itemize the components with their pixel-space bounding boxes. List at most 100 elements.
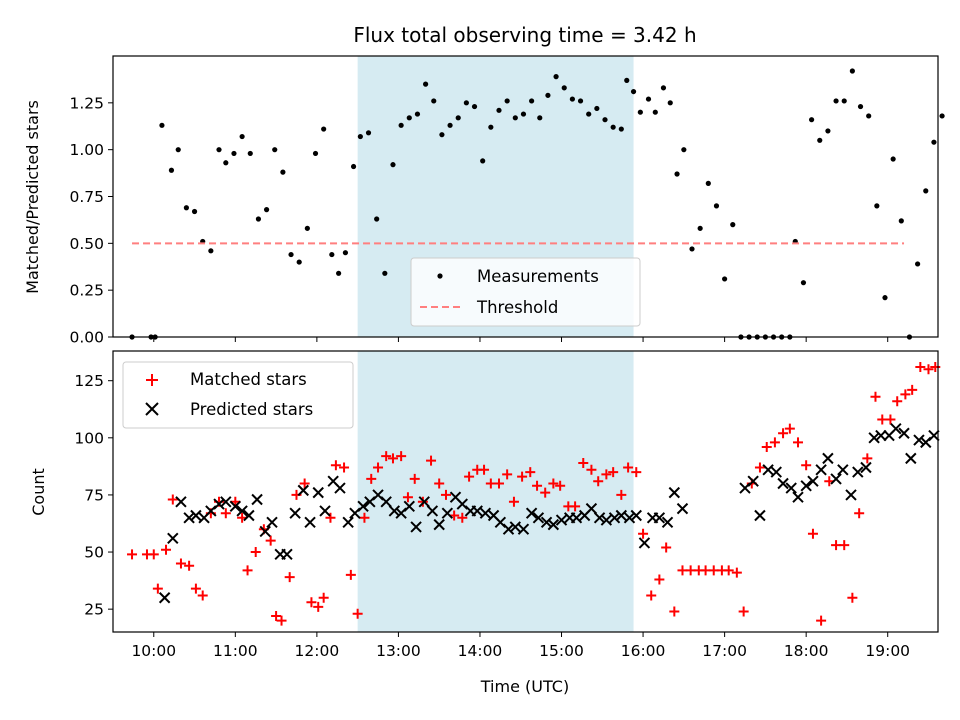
- matched-star-point: [669, 606, 680, 617]
- predicted-star-point: [297, 484, 309, 497]
- matched-star-point: [654, 574, 665, 585]
- predicted-star-point: [875, 429, 887, 442]
- matched-star-point: [915, 361, 926, 372]
- predicted-star-point: [410, 521, 422, 533]
- measurement-point: [423, 81, 429, 87]
- measurement-point: [866, 113, 872, 119]
- matched-star-point: [754, 462, 765, 473]
- matched-star-point: [464, 471, 475, 482]
- y-axis-label-bottom: Count: [29, 468, 48, 516]
- measurement-point: [618, 126, 624, 132]
- measurement-point: [833, 98, 839, 104]
- y-tick-label: 25: [84, 601, 104, 619]
- predicted-star-point: [770, 466, 782, 478]
- y-tick-label: 50: [84, 544, 104, 562]
- predicted-star-point: [243, 509, 255, 522]
- measurement-point: [342, 250, 349, 256]
- matched-star-point: [778, 428, 789, 439]
- measurement-point: [280, 169, 286, 175]
- legend-marker-matched: [146, 374, 158, 386]
- matched-star-point: [175, 558, 186, 569]
- predicted-star-point: [502, 523, 515, 535]
- measurement-point: [849, 68, 855, 74]
- matched-star-point: [276, 615, 287, 626]
- measurement-point: [529, 98, 535, 104]
- panel-ratio: 0.00 0.25 0.50 0.75 1.00 1.25 Matched/Predict…: [23, 55, 945, 347]
- measurement-point: [577, 98, 584, 104]
- matched-star-point: [555, 480, 566, 491]
- predicted-star-point: [623, 512, 636, 524]
- predicted-star-point: [342, 516, 354, 529]
- matched-star-point: [197, 590, 208, 601]
- matched-star-point: [299, 478, 310, 489]
- predicted-star-point: [807, 475, 819, 487]
- predicted-star-point: [676, 502, 689, 515]
- predicted-star-point: [792, 491, 804, 503]
- predicted-star-point: [251, 493, 263, 506]
- matched-star-point: [885, 414, 896, 425]
- measurement-point: [374, 216, 380, 222]
- matched-star-point: [161, 544, 172, 555]
- predicted-star-point: [190, 509, 202, 522]
- predicted-star-point: [661, 516, 674, 529]
- predicted-star-point: [433, 518, 445, 531]
- measurement-point: [321, 126, 327, 132]
- matched-star-point: [373, 462, 384, 473]
- measurement-point: [431, 98, 437, 104]
- measurement-point: [288, 251, 294, 258]
- predicted-star-point: [593, 512, 606, 524]
- predicted-star-point: [800, 480, 812, 492]
- matched-star-point: [862, 453, 873, 464]
- measurement-point: [255, 216, 262, 222]
- legend-label-measurements: Measurements: [477, 267, 599, 286]
- legend-box-bottom: [122, 361, 354, 429]
- predicted-star-point: [585, 502, 598, 515]
- predicted-star-point: [304, 516, 316, 529]
- measurement-point: [304, 225, 310, 231]
- measurement-point: [545, 92, 551, 98]
- predicted-star-point: [357, 500, 369, 513]
- predicted-star-point: [845, 489, 857, 501]
- measurement-point: [882, 295, 888, 301]
- legend-top: Measurements Threshold: [410, 257, 641, 327]
- matched-star-point: [769, 437, 780, 448]
- matched-star-point: [325, 512, 336, 523]
- measurement-point: [504, 98, 510, 104]
- predicted-star-point: [380, 496, 392, 508]
- measurement-point: [336, 270, 342, 276]
- predicted-star-point: [517, 523, 530, 535]
- measurement-point: [624, 77, 630, 83]
- measurement-point: [689, 246, 695, 252]
- predicted-star-point: [441, 507, 454, 519]
- predicted-star-point: [638, 537, 651, 549]
- measurement-point: [382, 270, 388, 276]
- measurement-point: [463, 100, 469, 106]
- y-axis-label-top: Matched/Predicted stars: [23, 100, 42, 294]
- measurement-point: [520, 111, 527, 117]
- measurement-point: [357, 133, 363, 140]
- measurement-point: [329, 251, 335, 258]
- measurement-point: [496, 107, 502, 113]
- matched-star-point: [854, 508, 865, 519]
- predicted-star-point: [555, 514, 568, 526]
- predicted-star-point: [905, 452, 917, 465]
- matched-star-point: [352, 608, 363, 619]
- predicted-star-point: [668, 486, 681, 499]
- predicted-star-point: [762, 464, 774, 476]
- x-tick-label: 11:00: [213, 642, 258, 660]
- measurement-point: [674, 171, 680, 177]
- matched-star-point: [731, 567, 742, 578]
- measurement-point: [630, 88, 637, 95]
- predicted-star-point: [913, 434, 925, 446]
- measurement-point: [239, 133, 245, 140]
- measurement-point: [398, 122, 404, 128]
- matched-star-point: [578, 457, 589, 468]
- measurement-point: [175, 147, 181, 153]
- measurement-point: [263, 207, 270, 213]
- x-tick-label: 14:00: [458, 642, 503, 660]
- plot-frame-bottom: [112, 350, 939, 633]
- predicted-star-point: [785, 482, 797, 494]
- matched-star-point: [318, 592, 329, 603]
- predicted-star-point: [525, 507, 538, 519]
- predicted-star-point: [229, 500, 242, 513]
